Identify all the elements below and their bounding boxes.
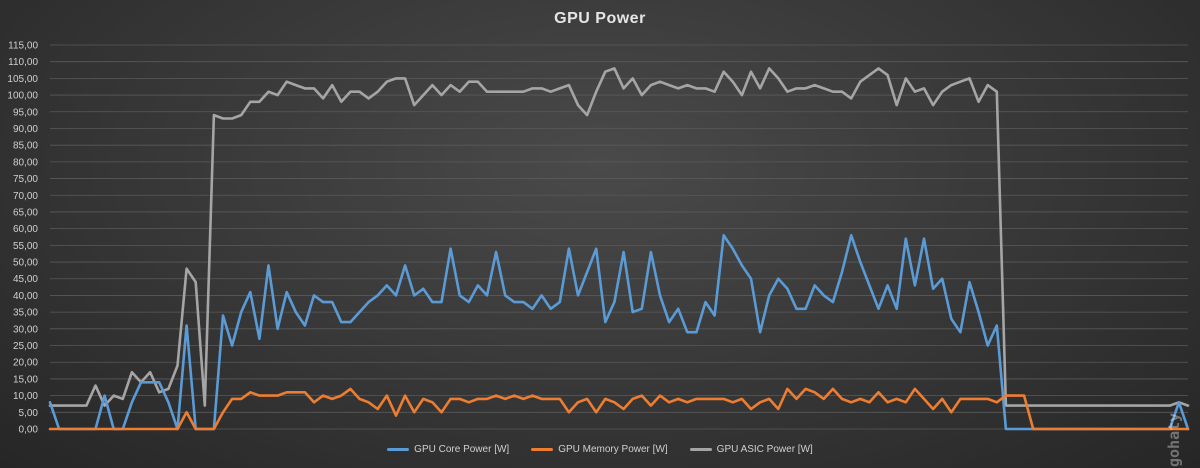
y-tick-label: 20,00: [13, 358, 38, 369]
legend-label-memory: GPU Memory Power [W]: [558, 444, 668, 455]
y-axis: 0,00 5,00 10,00 15,00 20,00 25,00 30,00 35,00 40…: [7, 41, 38, 436]
legend-swatch-memory: [531, 448, 554, 451]
chart-title: GPU Power: [554, 10, 646, 27]
y-tick-label: 60,00: [13, 224, 38, 235]
y-tick-label: 115,00: [8, 41, 38, 52]
legend: GPU Core Power [W] GPU Memory Power [W] …: [0, 444, 1200, 455]
y-tick-label: 75,00: [13, 174, 38, 185]
y-tick-label: 0,00: [19, 425, 39, 436]
legend-item-core[interactable]: GPU Core Power [W]: [387, 444, 509, 455]
y-tick-label: 25,00: [13, 341, 38, 352]
y-tick-label: 105,00: [7, 74, 38, 85]
y-tick-label: 5,00: [19, 408, 39, 419]
y-tick-label: 40,00: [13, 291, 38, 302]
y-tick-label: 80,00: [13, 157, 38, 168]
y-tick-label: 55,00: [13, 241, 38, 252]
y-tick-label: 110,00: [8, 57, 38, 68]
grid-layer: [50, 44, 1188, 430]
y-tick-label: 30,00: [13, 324, 38, 335]
watermark-logo: gohaty: [1165, 412, 1183, 467]
y-tick-label: 45,00: [13, 274, 38, 285]
y-tick-label: 15,00: [13, 374, 38, 385]
legend-swatch-asic: [689, 448, 712, 451]
y-tick-label: 70,00: [13, 191, 38, 202]
y-tick-label: 85,00: [13, 141, 38, 152]
y-tick-label: 95,00: [13, 107, 38, 118]
series-line-memory: [48, 387, 1190, 431]
series-line-asic: [48, 67, 1190, 407]
legend-item-asic[interactable]: GPU ASIC Power [W]: [689, 444, 813, 455]
y-tick-label: 50,00: [13, 258, 38, 269]
y-tick-label: 100,00: [7, 91, 38, 102]
series-line-core: [48, 234, 1190, 431]
y-tick-label: 65,00: [13, 207, 38, 218]
legend-item-memory[interactable]: GPU Memory Power [W]: [531, 444, 668, 455]
legend-label-asic: GPU ASIC Power [W]: [716, 444, 813, 455]
series-layer: [48, 67, 1190, 431]
legend-swatch-core: [387, 448, 410, 451]
legend-label-core: GPU Core Power [W]: [414, 444, 510, 455]
y-tick-label: 35,00: [13, 308, 38, 319]
y-tick-label: 10,00: [13, 391, 38, 402]
y-tick-label: 90,00: [13, 124, 38, 135]
